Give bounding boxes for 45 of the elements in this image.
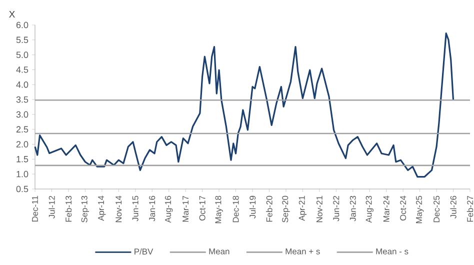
y-tick-label: 6.0: [16, 22, 28, 28]
y-tick-label: 0.5: [16, 186, 28, 192]
x-tick-label: Aug-16: [165, 196, 173, 223]
y-tick-label: 2.0: [16, 141, 28, 148]
legend-label: Mean: [209, 248, 230, 254]
x-tick-label: Jan-23: [350, 196, 356, 222]
x-tick-label: Sep-13: [81, 196, 90, 222]
x-tick-label: Mar-17: [182, 196, 189, 222]
x-tick-label: Apr-14: [98, 196, 106, 221]
x-tick-label: Jan-16: [149, 196, 156, 222]
x-tick-label: Oct-24: [400, 196, 406, 221]
y-tick-label: 5.5: [16, 36, 28, 44]
x-tick-label: Apr-21: [298, 196, 307, 221]
x-tick-label: May-25: [416, 196, 424, 224]
x-tick-label: Aug-23: [366, 196, 374, 223]
y-tick-label: 2.5: [16, 126, 28, 133]
legend-label: Mean - s: [376, 248, 408, 254]
line-series: [34, 32, 454, 178]
x-tick-label: Jun-22: [333, 196, 340, 222]
x-tick-label: Feb-20: [266, 196, 272, 222]
x-tick-label: May-18: [215, 196, 223, 224]
x-tick-label: Dec-11: [32, 196, 38, 222]
x-tick-label: Dec-25: [434, 196, 440, 222]
legend-label: P/BV: [134, 248, 154, 255]
x-tick-label: Oct-17: [199, 196, 206, 221]
x-tick-label: Jul-12: [48, 196, 55, 218]
x-tick-label: Dec-18: [232, 196, 239, 222]
y-tick-label: 4.5: [16, 66, 28, 73]
x-tick-label: Nov-21: [316, 196, 322, 222]
x-tick-label: Jun-15: [132, 196, 138, 222]
y-tick-label: 5.0: [16, 52, 28, 58]
legend-label: Mean + s: [286, 248, 320, 254]
x-tick-label: Feb-13: [65, 196, 72, 222]
y-axis-title: X: [9, 10, 15, 18]
y-tick-label: 3.0: [16, 111, 28, 118]
x-tick-label: Nov-14: [116, 196, 122, 222]
y-tick-label: 1.5: [16, 156, 28, 162]
y-tick-label: 1.0: [16, 170, 28, 178]
x-tick-label: Mar-24: [383, 196, 390, 222]
y-tick-label: 4.0: [16, 81, 28, 88]
y-tick-label: 3.5: [16, 96, 28, 103]
x-tick-label: Sep-20: [282, 196, 290, 222]
x-tick-label: Feb-27: [466, 196, 474, 222]
x-tick-label: Jul-26: [450, 196, 456, 218]
x-tick-label: Jul-19: [249, 196, 256, 218]
